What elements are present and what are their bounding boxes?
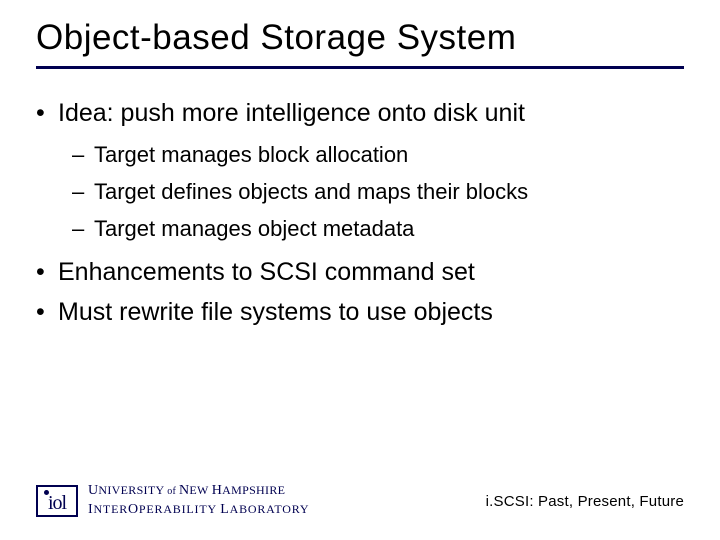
bullet-lvl1: Must rewrite file systems to use objects: [36, 296, 684, 330]
institution-text: UNIVERSITY of NEW HAMPSHIRE INTEROPERABI…: [88, 482, 309, 520]
institution-line2: INTEROPERABILITY LABORATORY: [88, 501, 309, 520]
footer: iol UNIVERSITY of NEW HAMPSHIRE INTEROPE…: [36, 482, 684, 520]
institution-line1: UNIVERSITY of NEW HAMPSHIRE: [88, 482, 309, 501]
bullet-lvl1: Idea: push more intelligence onto disk u…: [36, 97, 684, 131]
bullet-lvl2: Target manages block allocation: [36, 137, 684, 172]
bullet-lvl1: Enhancements to SCSI command set: [36, 256, 684, 290]
bullet-list: Idea: push more intelligence onto disk u…: [36, 97, 684, 330]
slide: Object-based Storage System Idea: push m…: [0, 0, 720, 540]
footer-right-text: i.SCSI: Past, Present, Future: [486, 493, 684, 510]
bullet-lvl2: Target defines objects and maps their bl…: [36, 174, 684, 209]
slide-title: Object-based Storage System: [36, 18, 684, 64]
bullet-lvl2: Target manages object metadata: [36, 211, 684, 246]
title-rule: [36, 66, 684, 69]
iol-logo: iol: [36, 485, 78, 517]
logo-text: iol: [48, 493, 66, 513]
